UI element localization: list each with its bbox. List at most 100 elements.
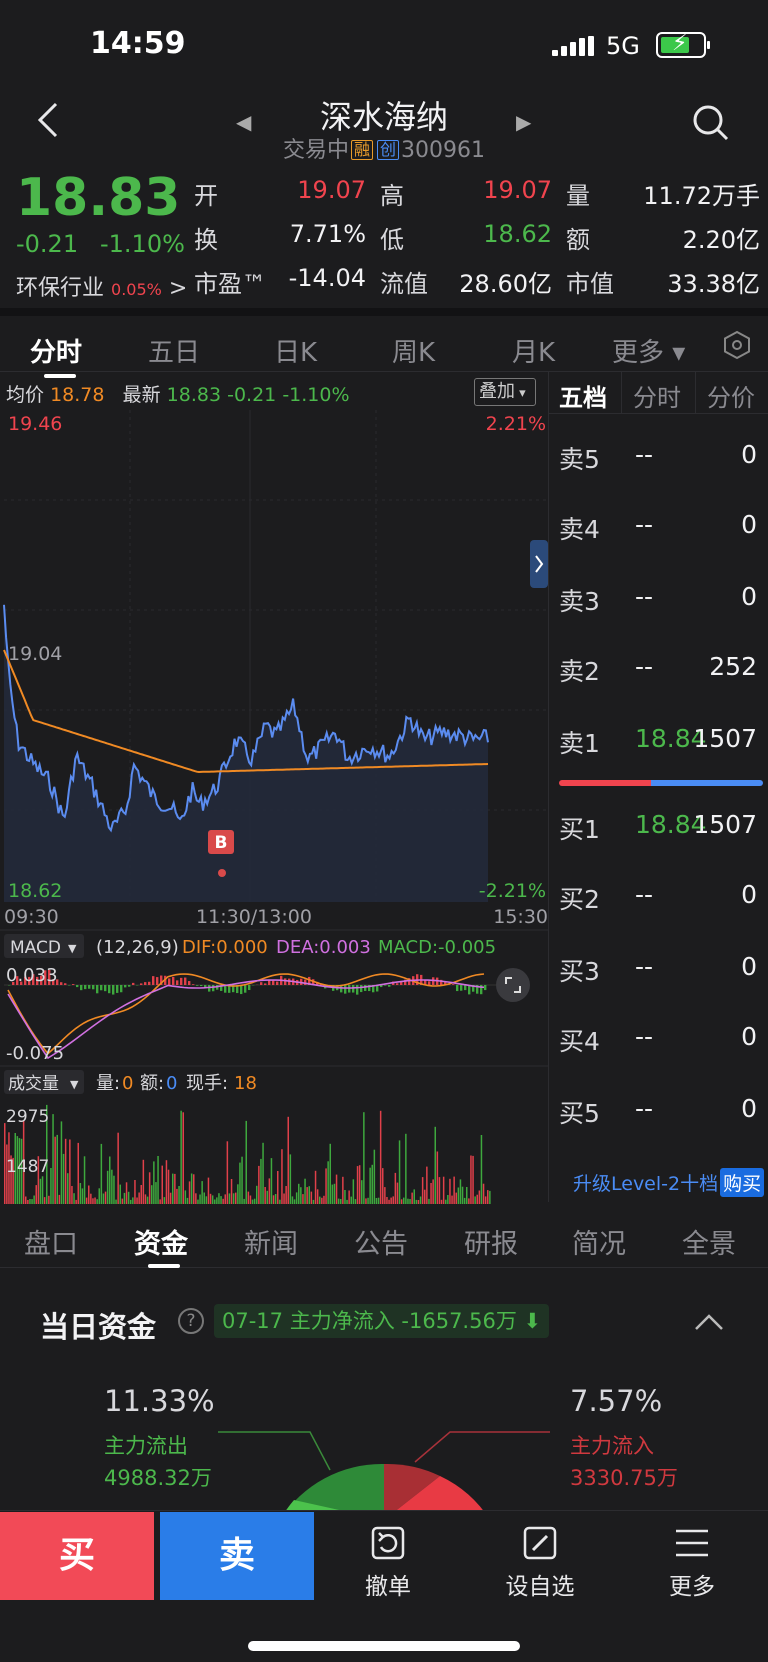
volume-bar bbox=[50, 1168, 52, 1204]
fullscreen-icon[interactable] bbox=[496, 968, 530, 1002]
tab-more[interactable]: 更多 ▾ bbox=[612, 338, 686, 368]
volume-bar bbox=[41, 1176, 44, 1204]
prev-stock-icon[interactable]: ◀ bbox=[236, 110, 252, 134]
volume-bar bbox=[426, 1166, 428, 1204]
current-price: 18.83 bbox=[16, 168, 181, 228]
volume-bar bbox=[470, 1155, 472, 1204]
macd-bar bbox=[132, 982, 135, 985]
macd-bar bbox=[40, 975, 43, 985]
more-button[interactable]: 更多 bbox=[642, 1525, 742, 1601]
search-icon[interactable] bbox=[692, 104, 730, 142]
volume-bar bbox=[476, 1194, 478, 1204]
volume-bar bbox=[190, 1173, 193, 1204]
expand-panel-handle[interactable] bbox=[530, 540, 548, 588]
volume-bar bbox=[201, 1181, 203, 1204]
capital-title: 当日资金 bbox=[40, 1310, 157, 1344]
next-stock-icon[interactable]: ▶ bbox=[516, 110, 532, 134]
volume-bar bbox=[142, 1159, 145, 1204]
cancel-order-button[interactable]: 撤单 bbox=[338, 1525, 438, 1601]
tab-five-levels[interactable]: 五档 bbox=[559, 384, 607, 412]
stock-subtitle: 交易中融创 300961 bbox=[0, 132, 768, 164]
macd-selector[interactable] bbox=[4, 934, 84, 958]
inflow-value: 3330.75万 bbox=[570, 1466, 678, 1490]
sell-button[interactable]: 卖 bbox=[160, 1512, 314, 1600]
latest-value: 18.83 bbox=[166, 384, 222, 406]
macd-bar bbox=[184, 977, 187, 985]
volume-bar bbox=[29, 1199, 31, 1204]
tab-intraday[interactable]: 分时 bbox=[30, 338, 83, 368]
volume-bar bbox=[442, 1176, 445, 1204]
industry-link[interactable]: 环保行业 0.05% > bbox=[16, 270, 187, 302]
x-axis-start: 09:30 bbox=[4, 906, 59, 928]
back-button[interactable] bbox=[34, 100, 74, 148]
y-axis-bottom: 18.62 bbox=[8, 880, 62, 902]
tab-price-dist[interactable]: 分价 bbox=[707, 384, 755, 412]
volume-bar bbox=[388, 1199, 390, 1204]
volume-bar bbox=[140, 1185, 142, 1204]
volume-bar bbox=[419, 1196, 422, 1204]
stock-name: 深水海纳 bbox=[319, 98, 448, 136]
volume-bar bbox=[197, 1199, 199, 1204]
volume-bar bbox=[214, 1199, 216, 1204]
tab-profile[interactable]: 简况 bbox=[572, 1229, 626, 1260]
x-axis-end: 15:30 bbox=[493, 906, 548, 928]
tab-weekly-k[interactable]: 周K bbox=[392, 338, 436, 368]
tab-research[interactable]: 研报 bbox=[464, 1229, 518, 1260]
outflow-label: 主力流出 bbox=[104, 1434, 188, 1458]
macd-bar bbox=[200, 985, 203, 987]
volume-bar bbox=[308, 1186, 310, 1204]
tab-overview[interactable]: 全景 bbox=[682, 1229, 736, 1260]
volume-bar bbox=[256, 1185, 258, 1204]
macd-bar bbox=[76, 985, 79, 988]
tab-announcements[interactable]: 公告 bbox=[354, 1229, 408, 1260]
add-watchlist-label: 设自选 bbox=[505, 1574, 575, 1600]
macd-bar bbox=[340, 985, 343, 993]
volume-bar bbox=[167, 1169, 170, 1204]
volume-bar bbox=[329, 1143, 331, 1204]
tab-capital[interactable]: 资金 bbox=[134, 1229, 188, 1260]
overlay-button[interactable]: 叠加 ▾ bbox=[474, 378, 536, 406]
macd-bar bbox=[116, 985, 119, 993]
chevron-up-icon[interactable] bbox=[694, 1312, 724, 1336]
trade-marker-b[interactable]: B bbox=[208, 830, 234, 877]
turnover-value: 7.71% bbox=[289, 220, 366, 248]
volume-bar bbox=[148, 1172, 151, 1204]
tab-monthly-k[interactable]: 月K bbox=[512, 338, 556, 368]
macd-bar bbox=[148, 981, 151, 985]
macd-bar bbox=[104, 985, 107, 992]
macd-bar bbox=[12, 981, 15, 985]
intraday-chart[interactable]: B 19.46 2.21% 19.04 18.62 -2.21% 09:30 1… bbox=[0, 410, 548, 1210]
help-icon[interactable]: ? bbox=[178, 1308, 204, 1334]
macd-bar bbox=[20, 981, 23, 985]
volume-bar bbox=[136, 1197, 138, 1204]
trading-status: 交易中 bbox=[282, 138, 349, 163]
volume-bar bbox=[165, 1160, 168, 1204]
volume-bar bbox=[354, 1199, 357, 1204]
volume-bar bbox=[81, 1188, 84, 1204]
volume-bar bbox=[54, 1136, 56, 1204]
macd-bar bbox=[228, 985, 231, 993]
buy-button[interactable]: 买 bbox=[0, 1512, 154, 1600]
macd-bar bbox=[408, 978, 411, 985]
tab-news[interactable]: 新闻 bbox=[244, 1229, 298, 1260]
settings-icon[interactable] bbox=[722, 330, 752, 360]
macd-bar bbox=[476, 985, 479, 994]
tab-handicap[interactable]: 盘口 bbox=[24, 1229, 78, 1260]
order-book-panel: 五档 分时 分价 卖5 -- 0 卖4 -- 0 卖3 -- 0 卖2 -- 252 卖1 18.… bbox=[548, 372, 768, 1202]
upgrade-level2-link[interactable]: 升级Level-2十档 购买 bbox=[573, 1168, 765, 1197]
volume-bar bbox=[386, 1197, 388, 1204]
volume-bar bbox=[237, 1184, 239, 1204]
capital-donut-chart bbox=[218, 1431, 550, 1520]
add-watchlist-button[interactable]: 设自选 bbox=[490, 1525, 590, 1601]
volume-bar bbox=[115, 1199, 117, 1204]
tab-ticks[interactable]: 分时 bbox=[633, 384, 681, 412]
tab-daily-k[interactable]: 日K bbox=[274, 338, 318, 368]
volume-selector[interactable] bbox=[4, 1070, 84, 1094]
volume-bar bbox=[258, 1165, 260, 1204]
purchase-badge[interactable]: 购买 bbox=[720, 1168, 765, 1197]
high-value: 19.07 bbox=[483, 176, 552, 204]
macd-bar bbox=[188, 981, 191, 985]
volume-bar bbox=[144, 1194, 147, 1204]
tab-five-day[interactable]: 五日 bbox=[148, 338, 201, 368]
volume-bar bbox=[291, 1196, 294, 1204]
